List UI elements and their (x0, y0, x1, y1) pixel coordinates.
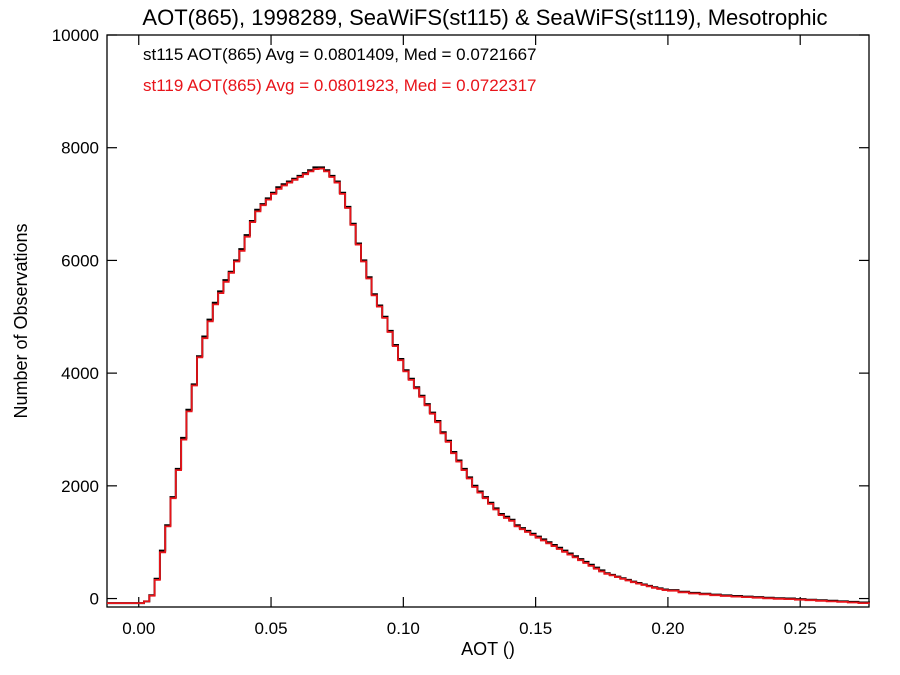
x-tick-label: 0.10 (387, 619, 420, 638)
y-tick-label: 2000 (61, 477, 99, 496)
y-tick-label: 4000 (61, 364, 99, 383)
x-tick-label: 0.25 (784, 619, 817, 638)
x-tick-label: 0.20 (651, 619, 684, 638)
chart-title: AOT(865), 1998289, SeaWiFS(st115) & SeaW… (142, 5, 827, 30)
y-tick-label: 0 (90, 590, 99, 609)
x-tick-label: 0.05 (254, 619, 287, 638)
y-tick-label: 6000 (61, 251, 99, 270)
x-tick-label: 0.00 (122, 619, 155, 638)
x-axis-label: AOT () (461, 639, 515, 659)
series-line-st115 (107, 166, 870, 605)
legend-st115: st115 AOT(865) Avg = 0.0801409, Med = 0.… (143, 45, 537, 64)
legend-st119: st119 AOT(865) Avg = 0.0801923, Med = 0.… (143, 76, 537, 95)
y-tick-label: 8000 (61, 139, 99, 158)
y-axis: 0 2000 4000 6000 8000 10000 (52, 26, 869, 609)
plot-frame (106, 34, 870, 608)
y-tick-label: 10000 (52, 26, 99, 45)
series-layer (107, 166, 870, 605)
y-axis-label: Number of Observations (11, 223, 31, 418)
series-line-st119 (107, 167, 870, 604)
x-tick-label: 0.15 (519, 619, 552, 638)
x-axis: 0.00 0.05 0.10 0.15 0.20 0.25 (122, 35, 817, 638)
